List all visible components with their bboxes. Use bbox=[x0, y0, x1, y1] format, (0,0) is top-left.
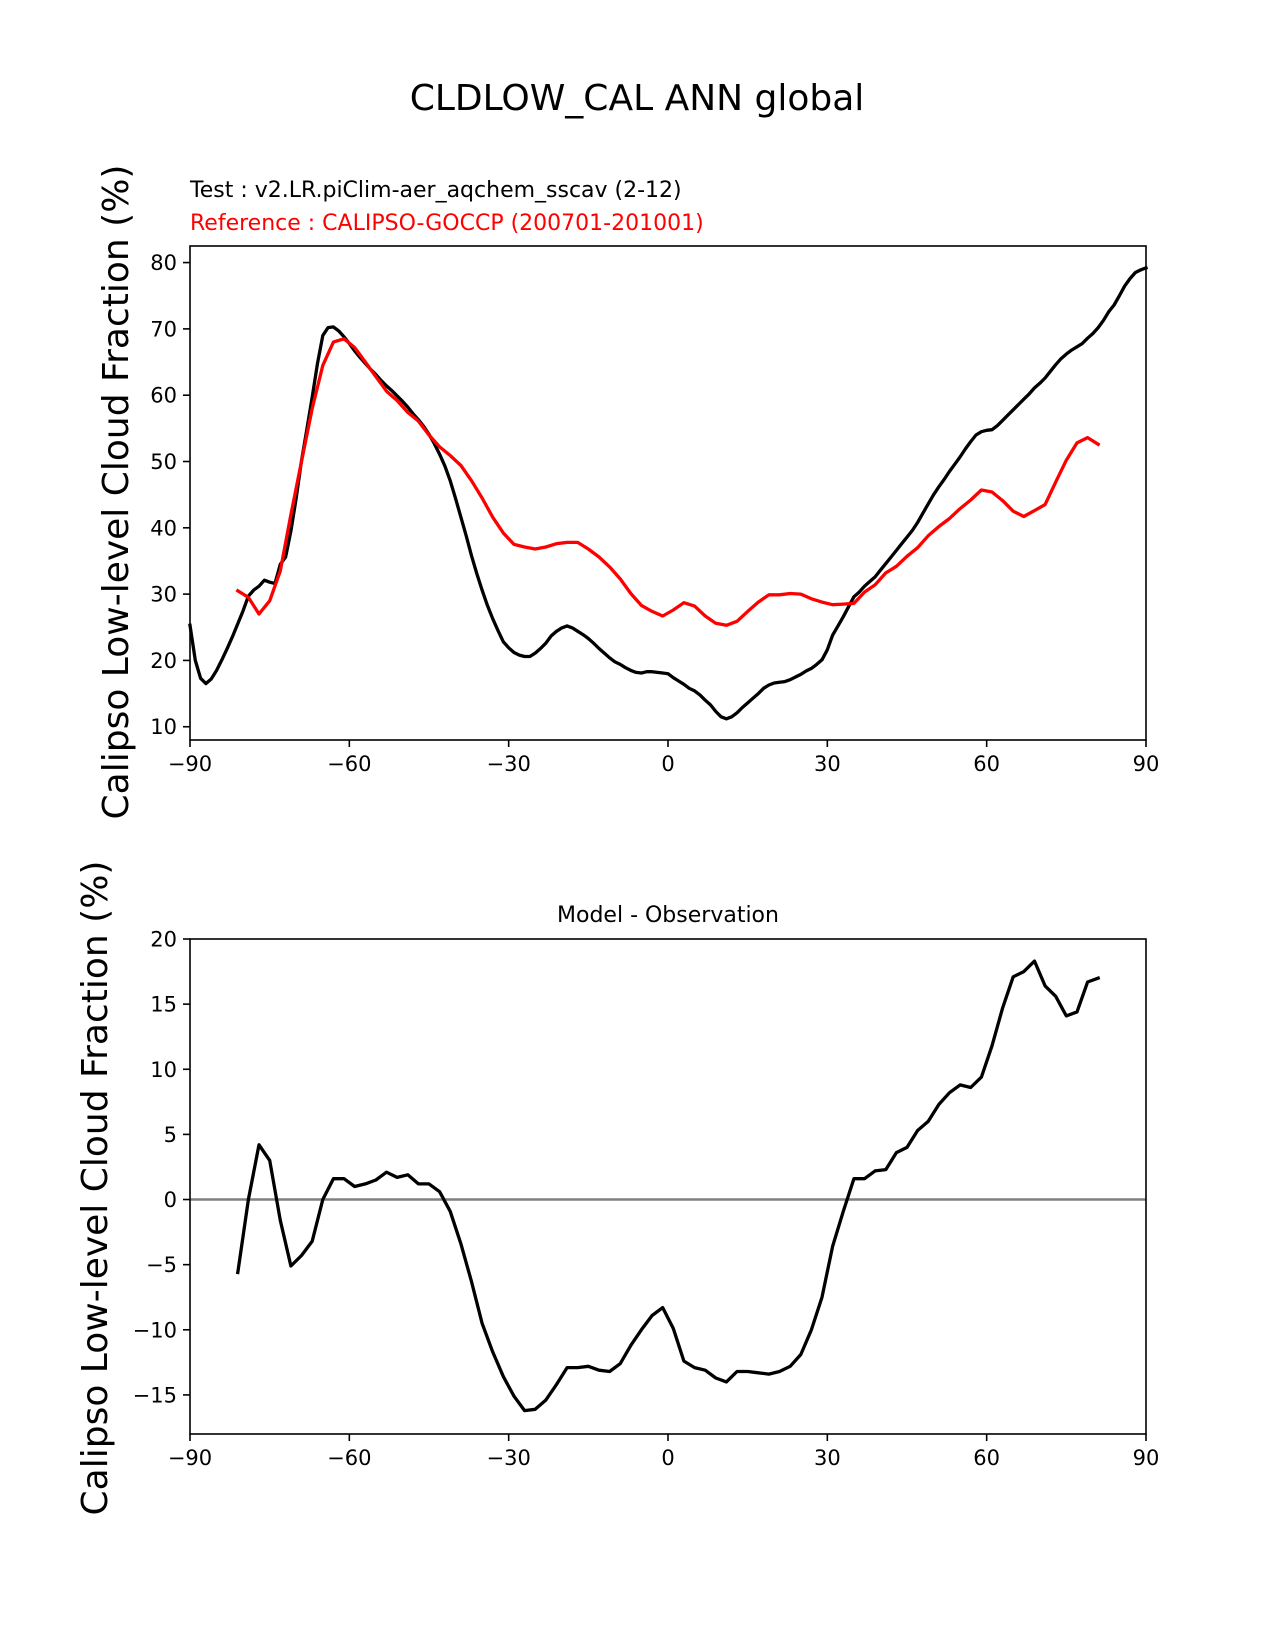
legend-test-label: Test : v2.LR.piClim-aer_aqchem_sscav (2-… bbox=[189, 178, 682, 203]
y-tick-label: 50 bbox=[150, 450, 177, 474]
x-tick-label: 0 bbox=[661, 1446, 674, 1470]
x-tick-label: −30 bbox=[487, 752, 531, 776]
x-tick-label: 60 bbox=[973, 752, 1000, 776]
y-tick-label: 40 bbox=[150, 516, 177, 540]
x-tick-label: 0 bbox=[661, 752, 674, 776]
top-y-axis-label: Calipso Low-level Cloud Fraction (%) bbox=[96, 165, 137, 820]
bottom-panel-title: Model - Observation bbox=[557, 903, 779, 928]
legend-reference-label: Reference : CALIPSO-GOCCP (200701-201001… bbox=[190, 211, 704, 236]
y-tick-label: −15 bbox=[133, 1383, 177, 1407]
y-tick-label: 20 bbox=[150, 649, 177, 673]
y-tick-label: −5 bbox=[146, 1253, 177, 1277]
x-tick-label: 90 bbox=[1133, 1446, 1160, 1470]
bottom-plot-area: −90 −60 −30 0 30 60 90 −15 −10 −5 0 5 10 15 20 bbox=[133, 928, 1160, 1471]
y-tick-label: 20 bbox=[150, 928, 177, 952]
top-plot-area: −90 −60 −30 0 30 60 90 10 20 30 40 50 60 70 80 bbox=[150, 245, 1160, 776]
y-tick-label: 10 bbox=[150, 1058, 177, 1082]
x-tick-label: −60 bbox=[327, 752, 371, 776]
bottom-panel: Model - Observation −90 −60 −30 0 30 60 90−15−… bbox=[75, 861, 1159, 1516]
y-tick-label: 15 bbox=[150, 993, 177, 1017]
series-line-test-difference bbox=[235, 959, 1101, 1413]
y-tick-label: 0 bbox=[164, 1188, 177, 1212]
series-line-reference bbox=[235, 337, 1101, 627]
figure-title: CLDLOW_CAL ANN global bbox=[410, 78, 865, 119]
y-tick-label: 70 bbox=[150, 317, 177, 341]
bottom-y-axis-label: Calipso Low-level Cloud Fraction (%) bbox=[75, 861, 116, 1516]
series-line-test bbox=[188, 265, 1149, 721]
x-tick-label: 60 bbox=[973, 1446, 1000, 1470]
x-tick-label: 30 bbox=[814, 1446, 841, 1470]
x-tick-label: 30 bbox=[814, 752, 841, 776]
x-tick-label: −30 bbox=[487, 1446, 531, 1470]
y-tick-label: 30 bbox=[150, 583, 177, 607]
y-tick-label: 10 bbox=[150, 715, 177, 739]
y-tick-label: 60 bbox=[150, 384, 177, 408]
y-tick-label: 80 bbox=[150, 251, 177, 275]
y-tick-label: −10 bbox=[133, 1318, 177, 1342]
x-tick-label: −60 bbox=[327, 1446, 371, 1470]
top-panel: Test : v2.LR.piClim-aer_aqchem_sscav (2-… bbox=[96, 165, 1159, 820]
x-tick-label: −90 bbox=[168, 752, 212, 776]
x-tick-label: −90 bbox=[168, 1446, 212, 1470]
x-tick-label: 90 bbox=[1133, 752, 1160, 776]
y-tick-label: 5 bbox=[164, 1123, 177, 1147]
